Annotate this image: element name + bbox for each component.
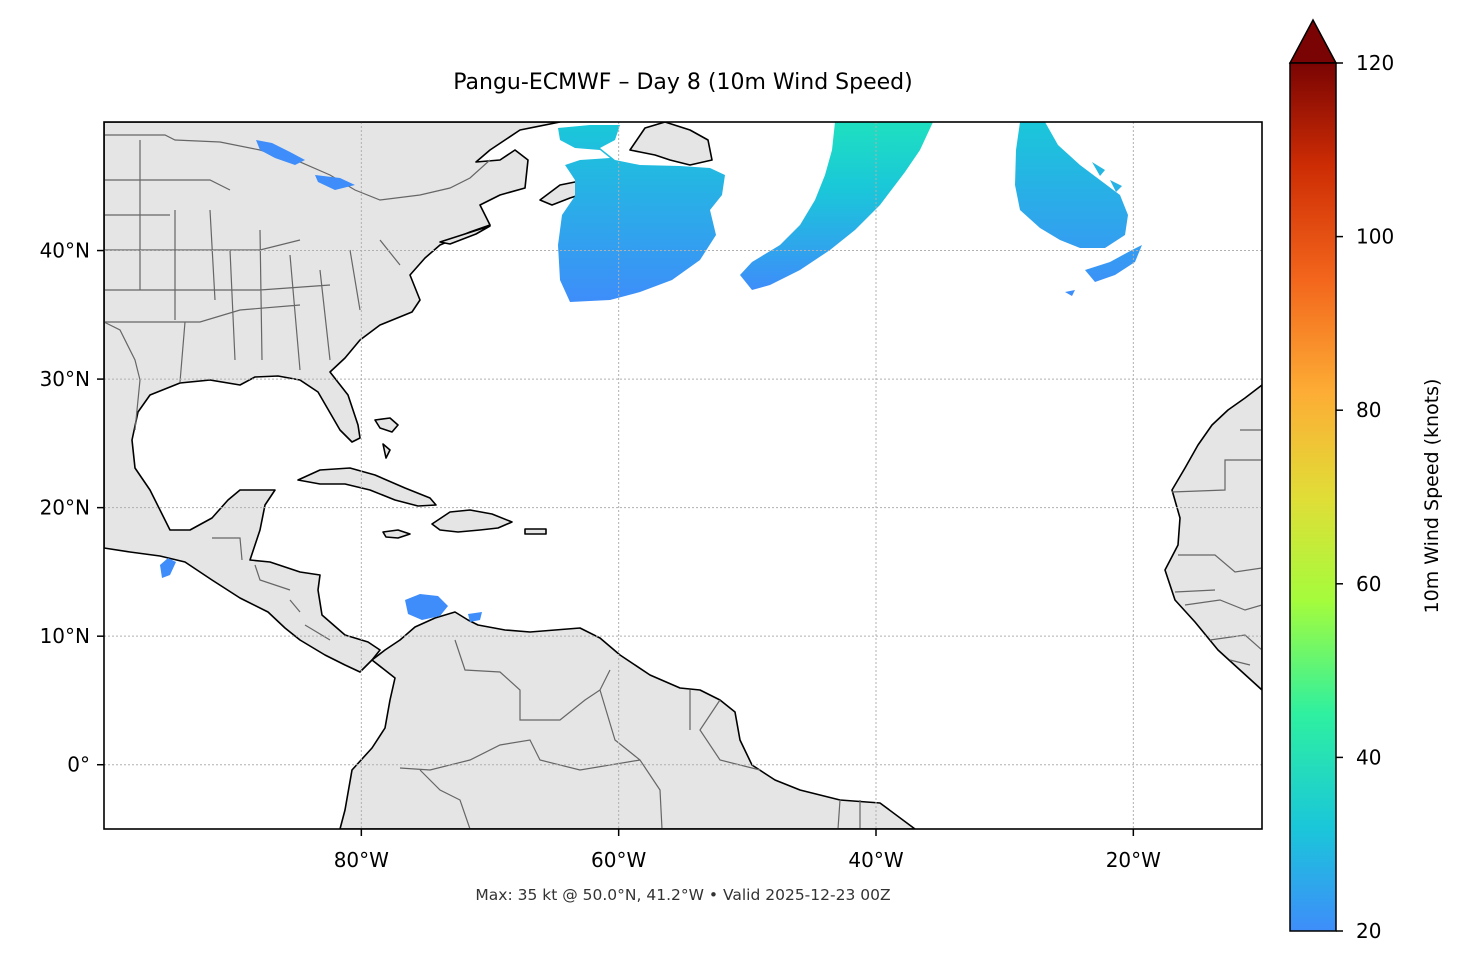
- latitude-ticks: 40°N 30°N 20°N 10°N 0°: [40, 239, 104, 777]
- lon-tick-label: 80°W: [334, 848, 389, 872]
- newfoundland-island: [629, 122, 713, 166]
- us-state-lines: [104, 140, 401, 383]
- lat-tick-label: 20°N: [40, 496, 90, 520]
- gridlines: [104, 122, 1262, 829]
- colorbar-label: 10m Wind Speed (knots): [1421, 378, 1443, 614]
- lat-tick-label: 10°N: [40, 624, 90, 648]
- land-layer: [104, 122, 1262, 829]
- wind-patch-lake-superior: [256, 140, 355, 190]
- map-title: Pangu-ECMWF – Day 8 (10m Wind Speed): [453, 70, 913, 95]
- central-america-borders: [212, 537, 331, 641]
- max-wind-caption: Max: 35 kt @ 50.0°N, 41.2°W • Valid 2025…: [475, 886, 891, 904]
- colorbar: 20 40 60 80 100 120: [1288, 18, 1394, 943]
- mexico-us-border: [104, 321, 141, 431]
- colorbar-tick-label: 60: [1356, 572, 1381, 596]
- wind-patch-southern-caribbean: [405, 594, 482, 622]
- colorbar-bar: [1289, 62, 1337, 932]
- lat-tick-label: 30°N: [40, 367, 90, 391]
- colorbar-ticks: 20 40 60 80 100 120: [1336, 51, 1394, 943]
- colorbar-extend-arrow: [1288, 18, 1338, 64]
- colorbar-tick-label: 120: [1356, 51, 1394, 75]
- wind-patch-eastern-atlantic: [1015, 122, 1142, 296]
- colorbar-tick-label: 80: [1356, 398, 1381, 422]
- lat-tick-label: 40°N: [40, 239, 90, 263]
- us-canada-border: [104, 134, 491, 201]
- lon-tick-label: 20°W: [1106, 848, 1161, 872]
- hispaniola-island: [431, 509, 513, 533]
- political-borders: [104, 134, 1262, 829]
- colorbar-tick-label: 100: [1356, 225, 1394, 249]
- bahamas-islands: [374, 417, 399, 459]
- lon-tick-label: 40°W: [848, 848, 903, 872]
- lon-tick-label: 60°W: [591, 848, 646, 872]
- cuba-island: [297, 467, 437, 507]
- wind-patch-central-atlantic: [740, 122, 933, 290]
- africa-borders: [1171, 429, 1262, 666]
- jamaica-island: [382, 529, 411, 539]
- south-america-landmass: [339, 611, 916, 829]
- map-frame: [103, 121, 1263, 830]
- colorbar-tick-label: 20: [1356, 919, 1381, 943]
- map-area: [104, 122, 1262, 829]
- lat-tick-label: 0°: [67, 753, 90, 777]
- south-america-borders: [399, 639, 861, 829]
- wind-patch-tehuantepec: [160, 558, 176, 578]
- wind-patch-newfoundland: [558, 125, 725, 302]
- colorbar-tick-label: 40: [1356, 745, 1381, 769]
- wind-speed-layer: [160, 122, 1142, 622]
- long-island: [439, 225, 491, 245]
- longitude-ticks: 80°W 60°W 40°W 20°W: [334, 829, 1161, 872]
- puerto-rico-island: [524, 528, 547, 535]
- africa-landmass: [1164, 384, 1262, 691]
